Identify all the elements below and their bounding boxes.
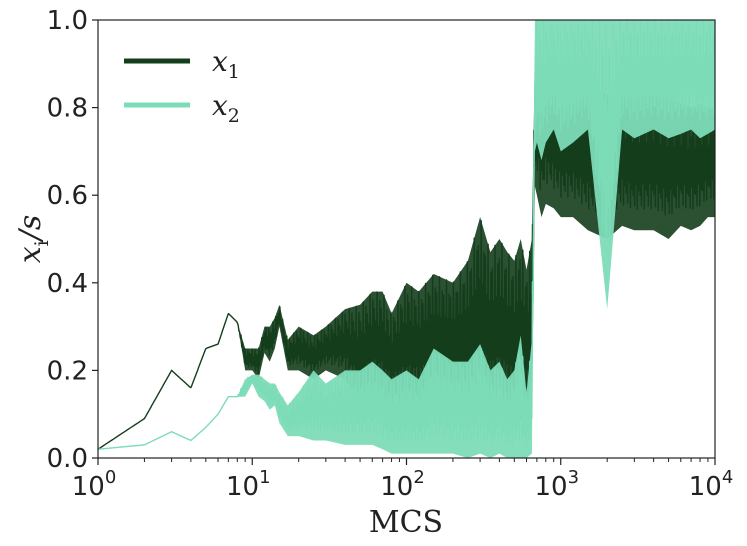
y-axis-label-var: x	[13, 246, 48, 263]
y-axis-label-rest: /s	[13, 215, 48, 244]
y-tick-label: 0.0	[47, 444, 88, 474]
x-tick-label: 102	[380, 467, 425, 502]
x-tick-label: 104	[689, 467, 734, 502]
y-tick-label: 0.6	[47, 181, 88, 211]
legend: x1 x2	[124, 45, 240, 127]
x-tick-label: 103	[534, 467, 579, 502]
plot-area	[97, 19, 716, 459]
x-axis-label: MCS	[369, 505, 443, 540]
y-axis-label-sub: i	[31, 240, 53, 246]
y-axis: 0.0 0.2 0.4 0.6 0.8 1.0	[47, 6, 98, 474]
x-tick-label: 101	[226, 467, 271, 502]
y-tick-label: 0.2	[47, 356, 88, 386]
series-line-x2	[98, 19, 716, 450]
x-tick-label: 100	[72, 467, 117, 502]
svg-text:xi/s: xi/s	[13, 215, 53, 264]
x-axis: 100 101 102 103 104	[72, 458, 734, 502]
y-tick-label: 0.8	[47, 94, 88, 124]
y-axis-label: xi/s	[13, 215, 53, 264]
y-tick-label: 1.0	[47, 6, 88, 36]
y-tick-label: 0.4	[47, 269, 88, 299]
legend-label-x1: x1	[212, 45, 240, 83]
series-layer	[97, 19, 716, 458]
legend-label-x2: x2	[212, 89, 240, 127]
